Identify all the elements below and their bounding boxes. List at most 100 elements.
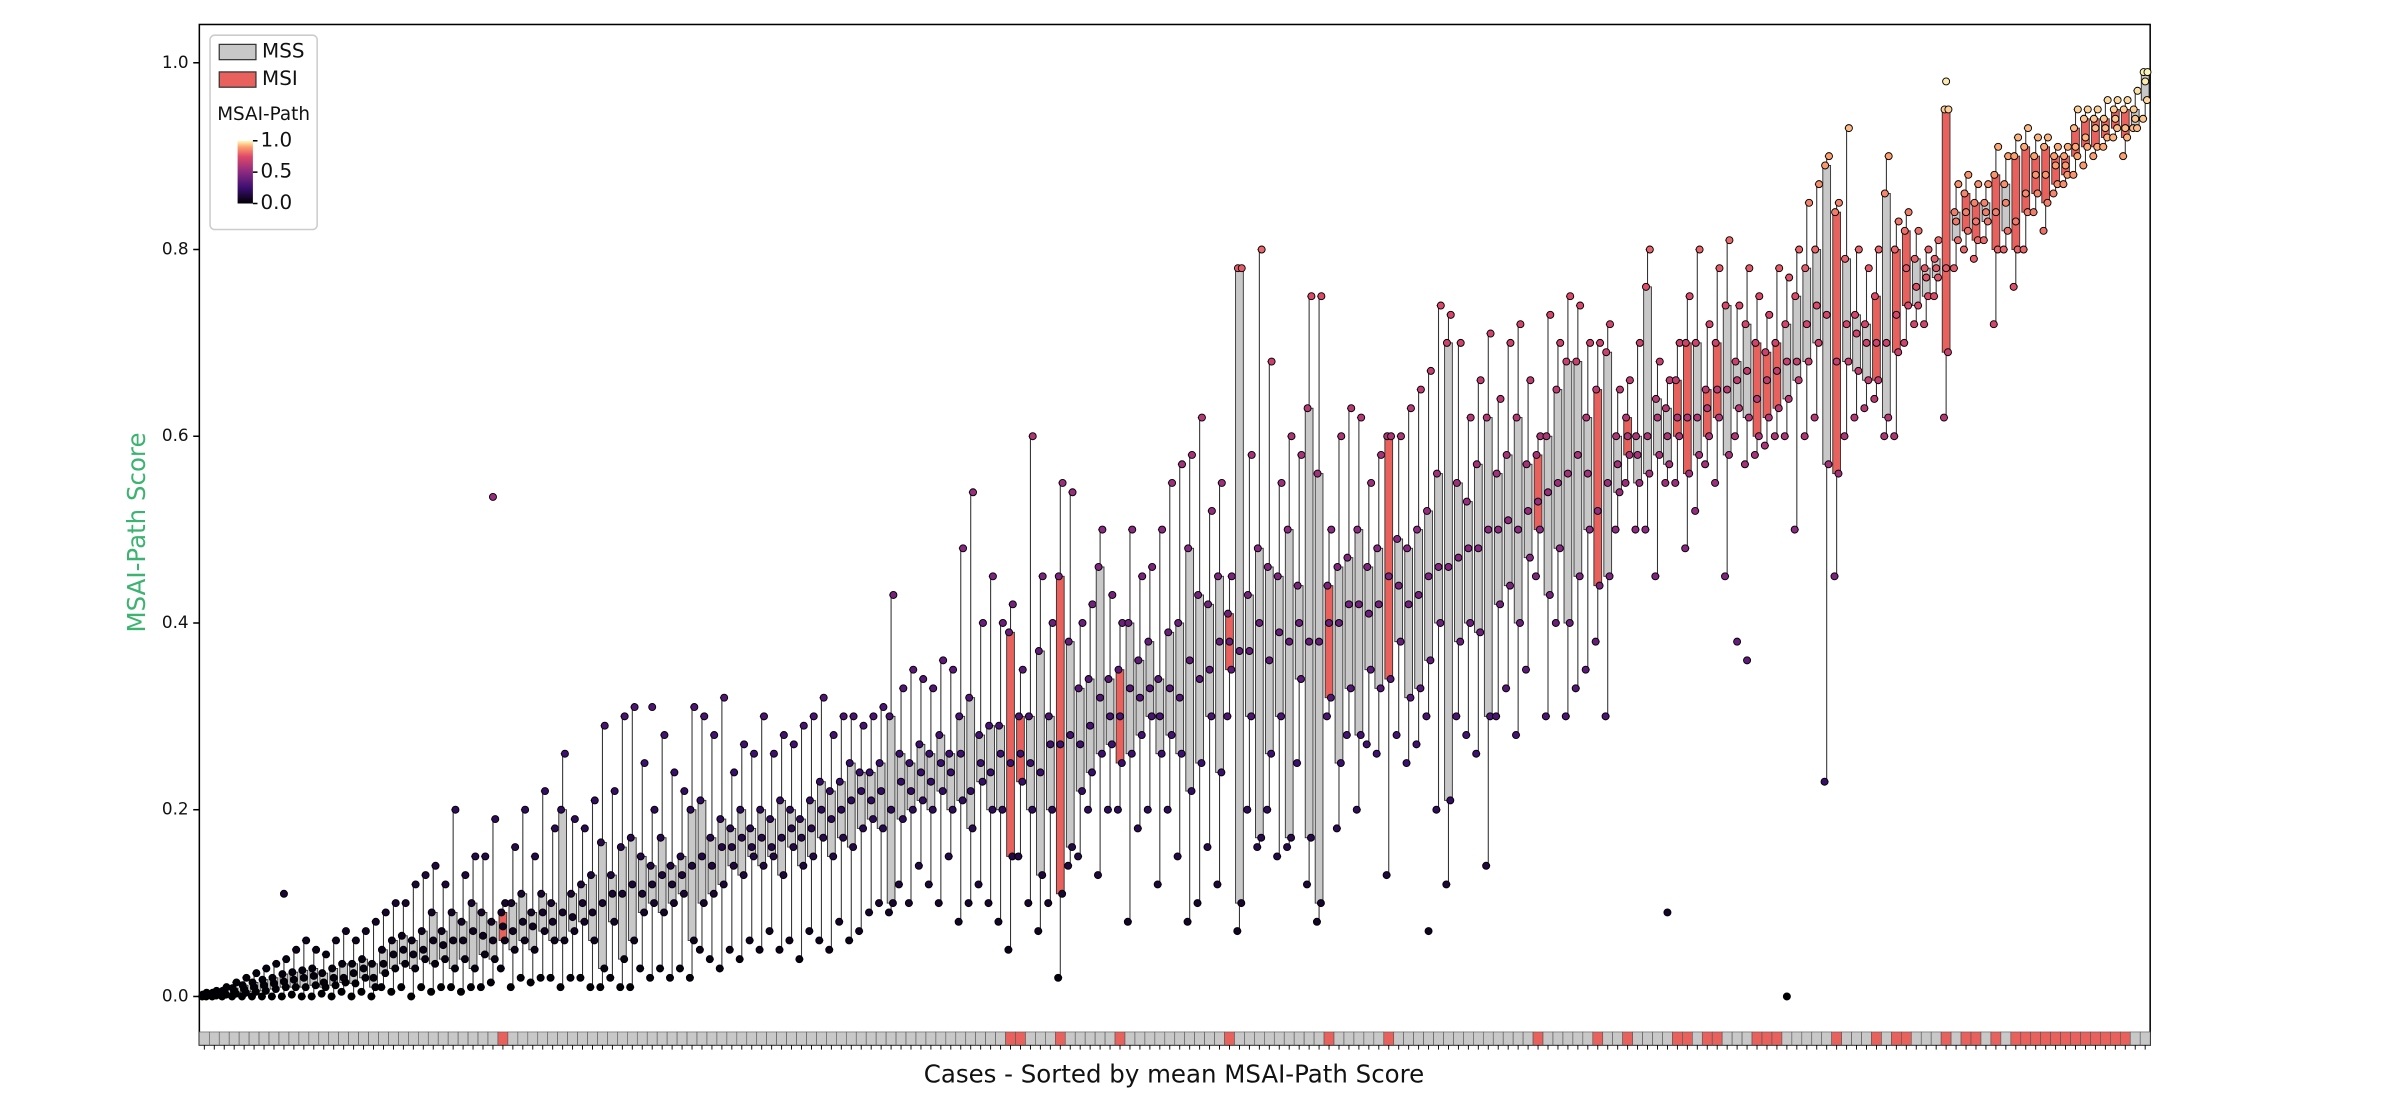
status-cell [437, 1031, 449, 1046]
tile-point [508, 927, 517, 936]
tile-point [1874, 245, 1883, 254]
tile-point [2034, 133, 2042, 142]
tile-point [387, 987, 396, 996]
tile-point [1934, 273, 1942, 282]
tile-point [1184, 544, 1193, 553]
tile-point [1356, 731, 1365, 740]
tile-point [2050, 152, 2059, 161]
box [1464, 501, 1473, 624]
tile-point [1932, 264, 1941, 273]
box [1245, 594, 1254, 717]
tile-point [481, 852, 490, 861]
tile-point [879, 703, 888, 712]
status-cell [418, 1031, 429, 1046]
case [1183, 450, 1196, 926]
tile-point [1257, 833, 1266, 842]
tile-point [710, 731, 719, 740]
case [556, 749, 569, 992]
tile-point [1422, 712, 1431, 721]
tile-point [1950, 208, 1959, 217]
tile-point [496, 964, 505, 973]
box [687, 809, 697, 941]
tile-point [2129, 105, 2138, 114]
tile-point [1106, 712, 1115, 721]
status-cell [2070, 1031, 2081, 1046]
case [894, 684, 908, 889]
tile-point [536, 973, 545, 982]
tile-point [1474, 544, 1483, 553]
tile-point [1387, 432, 1396, 441]
tile-point [1541, 712, 1550, 721]
tile-point [1197, 759, 1206, 768]
tile-point [1884, 152, 1893, 161]
tile-point [775, 945, 784, 954]
tile-point [1565, 619, 1574, 627]
tile-point [976, 759, 985, 768]
tile-point [531, 852, 540, 861]
tile-point [516, 973, 525, 982]
tile-point [441, 955, 450, 964]
tile-point [747, 843, 756, 852]
tile-point [789, 740, 798, 749]
status-cell [467, 1031, 479, 1046]
case [1979, 180, 1993, 245]
case [904, 665, 918, 908]
status-cell [228, 1031, 240, 1046]
tile-point [1842, 320, 1851, 329]
tile-point [2133, 124, 2142, 133]
outlier-point [1942, 77, 1951, 86]
tile-point [1433, 469, 1441, 478]
case [2009, 133, 2023, 291]
tile-point [1701, 385, 1710, 394]
tile-point [1840, 432, 1849, 441]
tile-point [1762, 376, 1771, 385]
box [1722, 305, 1732, 456]
tile-point [1074, 852, 1083, 861]
tile-point [252, 969, 261, 978]
case [1084, 600, 1097, 814]
tile-point [805, 927, 814, 936]
status-cell [1045, 1031, 1056, 1046]
tile-point [1175, 693, 1184, 702]
tile-point [1940, 413, 1948, 422]
case [1651, 357, 1664, 581]
tile-point [1088, 768, 1096, 777]
tile-point [1595, 581, 1604, 590]
tile-point [1247, 712, 1256, 721]
status-cell [2100, 1031, 2111, 1046]
case [1880, 152, 1893, 441]
tile-point [2123, 96, 2132, 105]
status-cell [607, 1031, 618, 1046]
tile-point [279, 977, 288, 986]
status-cell [1074, 1031, 1086, 1046]
tile-point [1691, 338, 1700, 347]
case [367, 917, 380, 1001]
status-cell [885, 1031, 897, 1046]
tile-point [975, 731, 984, 740]
tile-point [1223, 609, 1232, 618]
tile-point [1693, 413, 1702, 422]
case [486, 492, 500, 987]
box [2021, 146, 2031, 213]
status-cell [656, 1031, 668, 1046]
box [956, 715, 966, 801]
status-cell [1771, 1031, 1783, 1046]
tile-point [2099, 114, 2108, 123]
tile-point [1655, 450, 1664, 459]
tile-point [638, 889, 647, 898]
tile-point [1721, 301, 1730, 310]
tile-point [1810, 413, 1819, 422]
tile-point [966, 787, 975, 796]
box [1921, 267, 1931, 297]
case [1512, 320, 1525, 740]
tile-point [1772, 366, 1781, 375]
status-cell [1990, 1031, 2002, 1046]
tile-point [709, 889, 718, 898]
tile-point [1207, 712, 1216, 721]
tile-point [760, 712, 768, 721]
tile-point [878, 824, 887, 833]
tile-point [1872, 338, 1881, 347]
tile-point [341, 927, 350, 936]
colorbar-tick-label: 0.5 [261, 160, 293, 183]
tile-point [1785, 273, 1794, 282]
